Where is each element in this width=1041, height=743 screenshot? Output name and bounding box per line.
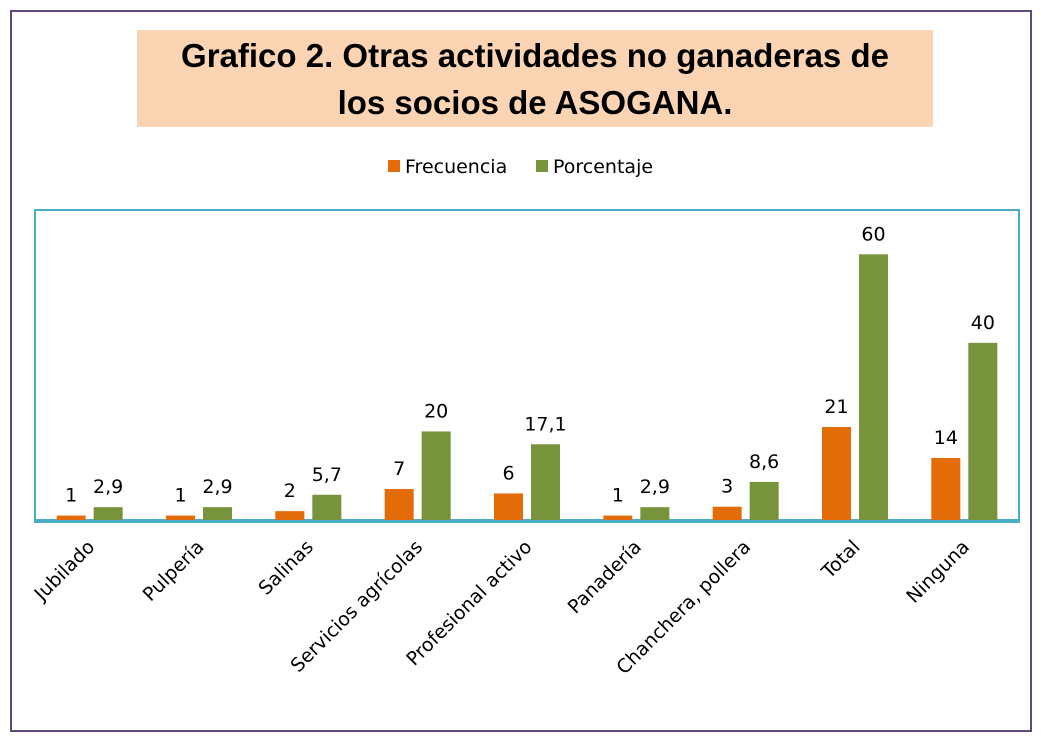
bar xyxy=(166,515,195,520)
bar xyxy=(56,515,86,520)
value-label: 7 xyxy=(393,458,405,480)
bar xyxy=(822,427,851,520)
value-label: 1 xyxy=(612,485,624,507)
value-label: 1 xyxy=(174,485,186,507)
bar xyxy=(749,481,779,520)
value-label: 2,9 xyxy=(640,476,670,498)
value-label: 5,7 xyxy=(312,464,342,486)
value-label: 2,9 xyxy=(202,476,232,498)
bar xyxy=(203,507,232,520)
bar xyxy=(494,493,523,520)
value-label: 20 xyxy=(424,400,448,422)
value-label: 6 xyxy=(502,462,514,484)
value-label: 2,9 xyxy=(93,476,123,498)
legend-swatch xyxy=(388,160,400,172)
legend-label: Porcentaje xyxy=(553,156,653,178)
value-label: 3 xyxy=(721,476,733,498)
value-label: 14 xyxy=(934,427,958,449)
legend-label: Frecuencia xyxy=(405,156,507,178)
value-label: 1 xyxy=(65,485,77,507)
value-label: 8,6 xyxy=(749,451,779,473)
value-label: 17,1 xyxy=(524,413,566,435)
bar xyxy=(859,254,888,521)
bar xyxy=(531,444,560,520)
bar xyxy=(421,431,451,520)
bar xyxy=(312,494,342,520)
chart-title: Grafico 2. Otras actividades no ganadera… xyxy=(181,37,889,121)
bar xyxy=(640,507,670,520)
bar xyxy=(712,506,742,520)
title-box xyxy=(137,30,933,127)
bar xyxy=(931,458,961,520)
bar xyxy=(93,507,123,520)
bar xyxy=(603,515,633,520)
legend-swatch xyxy=(536,160,548,172)
bar xyxy=(384,489,414,520)
value-label: 2 xyxy=(284,480,296,502)
value-label: 21 xyxy=(824,396,848,418)
bar xyxy=(275,511,305,520)
value-label: 40 xyxy=(971,312,995,334)
bar xyxy=(968,342,998,520)
value-label: 60 xyxy=(861,223,885,245)
plot-area xyxy=(34,209,1020,523)
